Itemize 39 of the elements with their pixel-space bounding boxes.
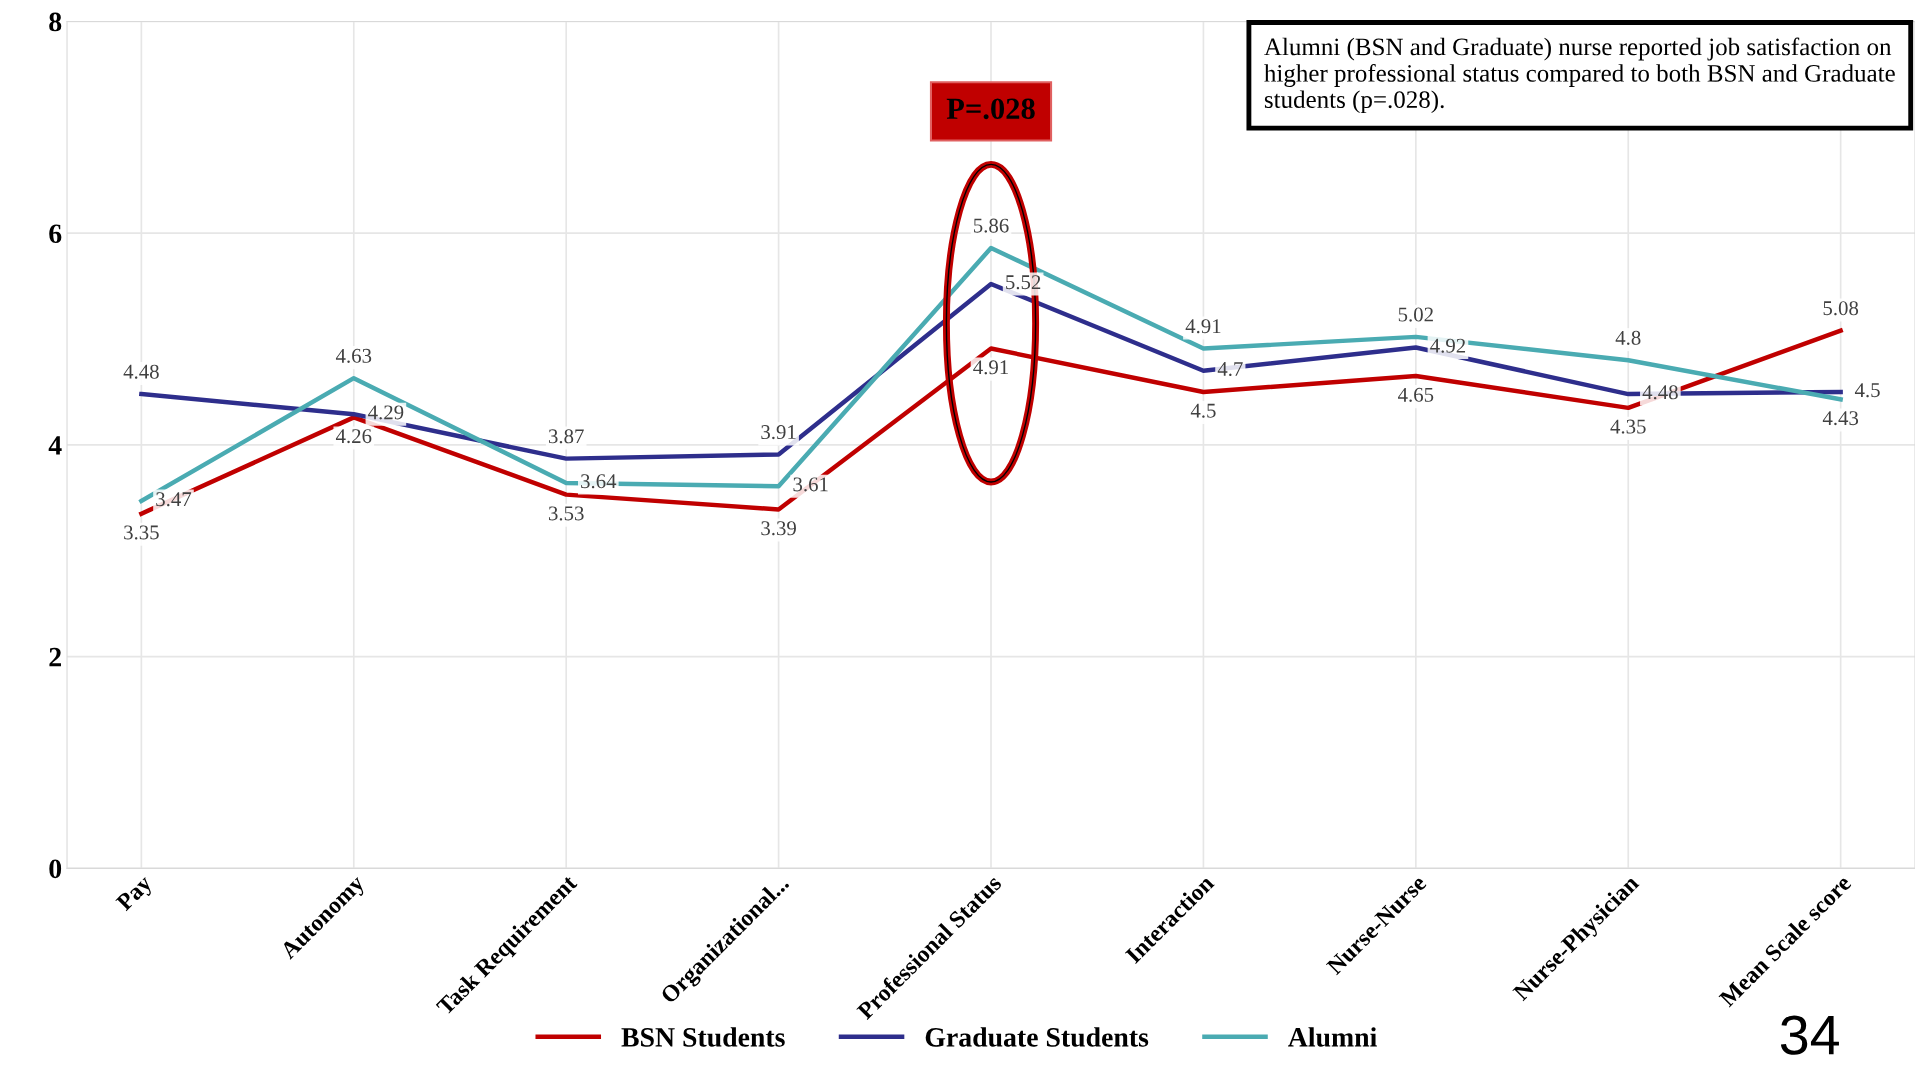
annotation: P=.028: [946, 98, 1035, 120]
data-label: 5.02: [1398, 307, 1433, 322]
data-label: 4.29: [368, 405, 404, 420]
data-label: 5.08: [1823, 301, 1859, 316]
data-label: 4.65: [1398, 387, 1434, 402]
data-label: 4.5: [1190, 403, 1216, 418]
data-label: 5.52: [1006, 275, 1041, 290]
data-label: 4.91: [973, 360, 1008, 375]
data-label: 4.26: [335, 429, 372, 444]
legend-label: Graduate Students: [925, 1027, 1149, 1047]
y-tick-label: 2: [49, 647, 61, 667]
data-label: 3.87: [548, 429, 584, 444]
data-label: 4.5: [1854, 383, 1880, 398]
data-label: 4.48: [1642, 385, 1678, 400]
y-tick-label: 0: [49, 859, 62, 879]
text: 34: [1780, 1015, 1839, 1055]
data-label: 4.48: [123, 364, 159, 379]
annotation: Alumni (BSN and Graduate) nurse reported job satisfaction on higher professional status compared to both BSN and Graduate students (p=.028).: [1264, 37, 1895, 114]
data-label: 4.92: [1430, 338, 1466, 353]
x-tick-label: Pay: [115, 873, 157, 915]
y-tick-label: 8: [49, 12, 62, 32]
data-label: 3.39: [761, 521, 796, 536]
y-tick-label: 4: [48, 436, 62, 455]
data-label: 3.53: [548, 506, 584, 521]
legend-label: Alumni: [1288, 1027, 1377, 1047]
y-tick-label: 6: [49, 224, 62, 244]
data-label: 5.86: [973, 218, 1009, 233]
data-label: 3.35: [124, 525, 159, 540]
data-label: 4.35: [1610, 419, 1646, 434]
data-label: 4.7: [1217, 362, 1243, 377]
data-label: 3.61: [793, 477, 828, 492]
legend-label: BSN Students: [621, 1027, 785, 1047]
data-label: 4.8: [1615, 330, 1641, 345]
data-label: 4.43: [1822, 411, 1859, 426]
data-label: 4.91: [1185, 319, 1221, 334]
data-label: 3.47: [156, 492, 192, 507]
data-label: 4.63: [335, 348, 372, 363]
data-label: 3.91: [761, 425, 796, 440]
data-label: 3.64: [581, 474, 617, 489]
